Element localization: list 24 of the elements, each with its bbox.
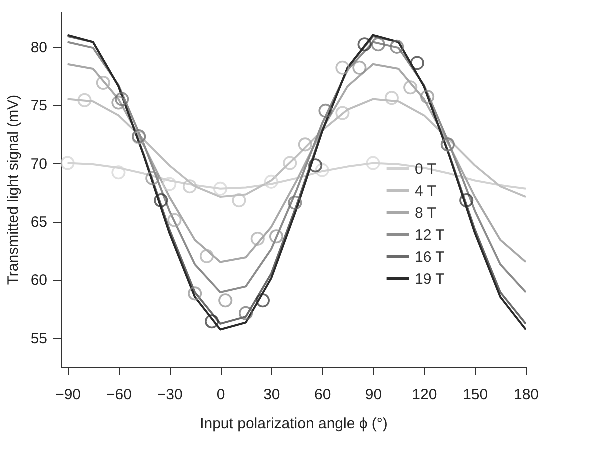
x-tick-label: 180 bbox=[514, 386, 540, 404]
x-tick-label: 60 bbox=[314, 386, 332, 404]
legend-label: 4 T bbox=[415, 183, 436, 200]
y-tick-label: 60 bbox=[30, 272, 48, 290]
x-tick-label: 30 bbox=[264, 386, 280, 404]
legend-label: 16 T bbox=[415, 249, 445, 266]
x-tick-label: 150 bbox=[463, 386, 488, 404]
x-tick-label: 90 bbox=[365, 386, 382, 404]
y-tick-label: 55 bbox=[30, 330, 48, 348]
y-tick-label: 80 bbox=[30, 39, 48, 56]
x-tick-label: −60 bbox=[106, 386, 132, 404]
x-tick-label: −90 bbox=[56, 386, 82, 404]
x-tick-label: 0 bbox=[216, 386, 226, 404]
y-tick-label: 75 bbox=[30, 98, 48, 115]
x-axis-title: Input polarization angle ϕ (°) bbox=[200, 416, 388, 432]
legend-label: 19 T bbox=[415, 271, 445, 288]
x-tick-label: 120 bbox=[412, 386, 438, 404]
y-tick-label: 70 bbox=[30, 156, 48, 173]
y-tick-label: 65 bbox=[30, 214, 48, 232]
y-axis-title: Transmitted light signal (mV) bbox=[4, 94, 22, 286]
x-tick-label: −30 bbox=[157, 386, 183, 404]
legend-label: 0 T bbox=[415, 161, 436, 178]
legend-label: 12 T bbox=[415, 227, 445, 244]
legend-label: 8 T bbox=[415, 205, 436, 222]
